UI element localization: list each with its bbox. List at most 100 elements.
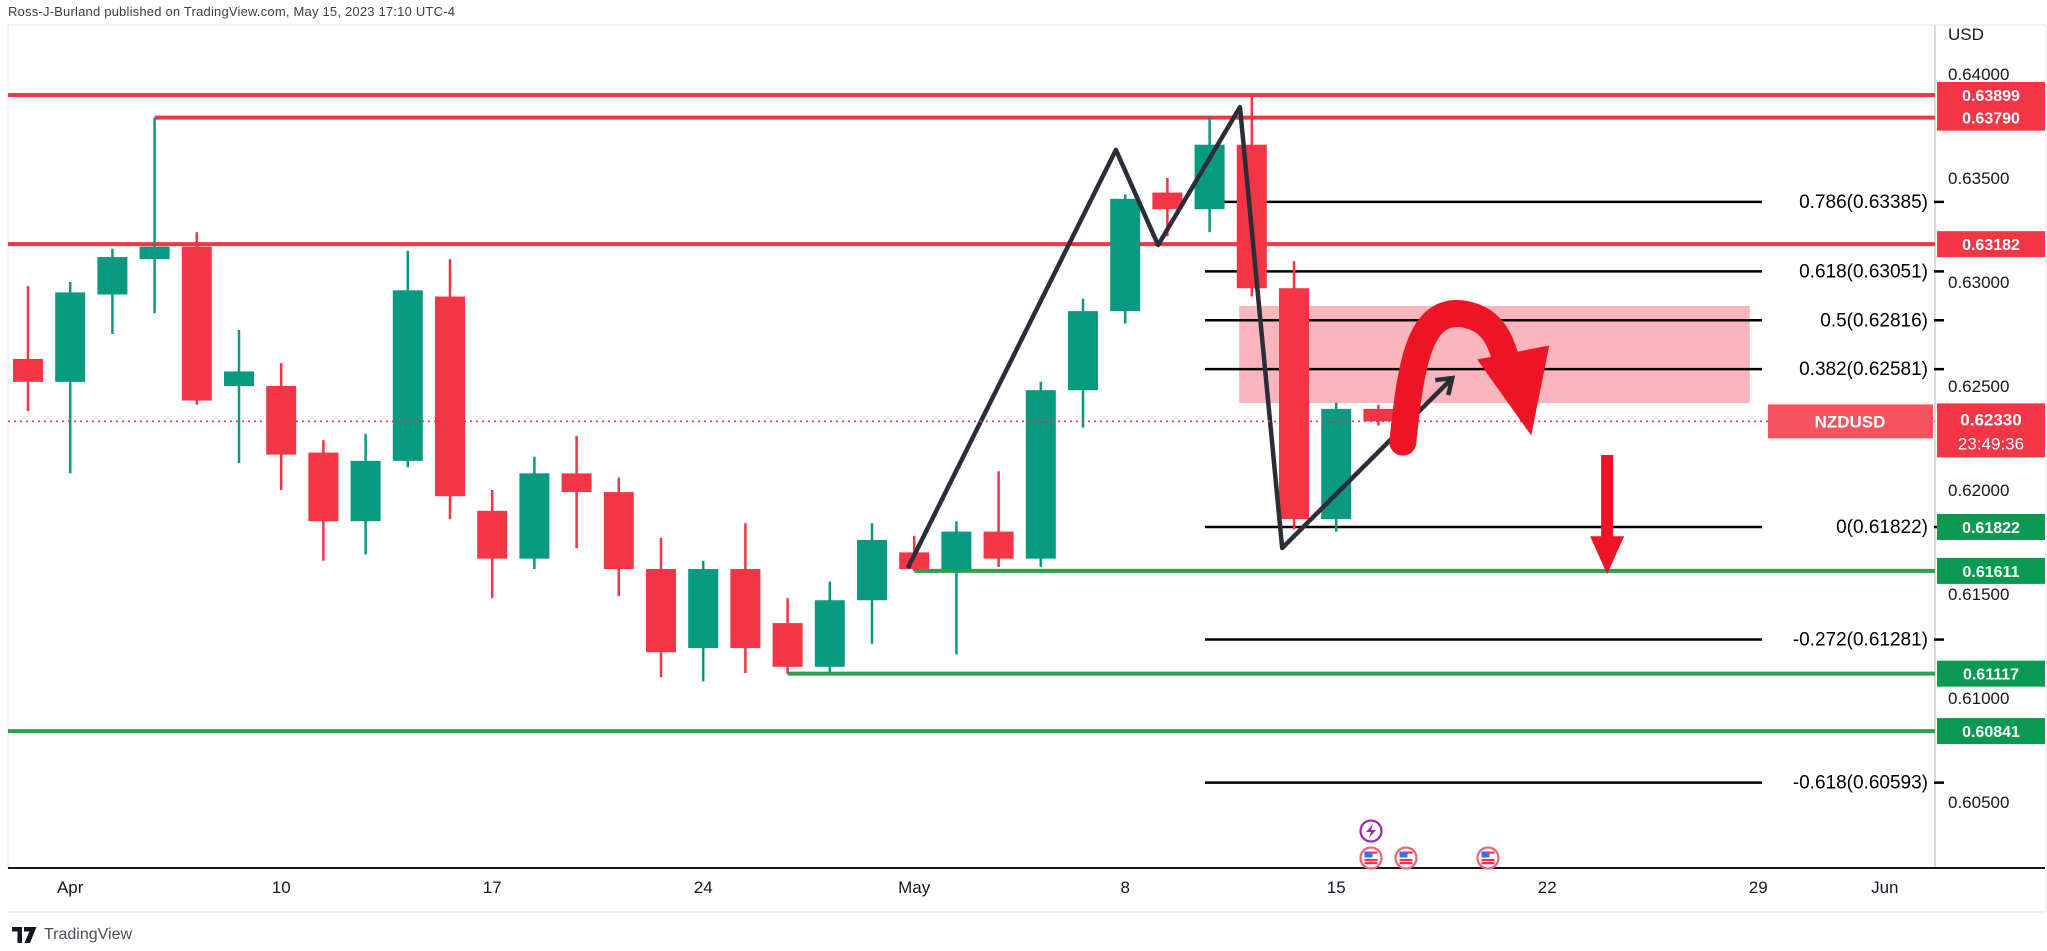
- price-tick-label: 0.60500: [1948, 793, 2009, 812]
- fib-label: 0.786(0.63385): [1799, 192, 1928, 213]
- candle-body: [477, 510, 508, 559]
- candle: [772, 598, 803, 674]
- candle-body: [308, 452, 339, 522]
- time-tick-label: 15: [1327, 878, 1346, 897]
- fib-label: 0.382(0.62581): [1799, 359, 1928, 380]
- resistance-price-tag-text: 0.63182: [1962, 237, 2020, 254]
- tradingview-logo-text: TradingView: [44, 926, 133, 943]
- candle: [983, 471, 1014, 567]
- candle-body: [688, 569, 719, 649]
- price-tick-label: 0.64000: [1948, 65, 2009, 84]
- flag-stripe: [1481, 859, 1495, 862]
- candle-body: [983, 531, 1014, 559]
- flag-stripe: [1364, 859, 1378, 862]
- flag-stripe: [1405, 851, 1413, 854]
- flag-stripe: [1481, 862, 1495, 865]
- candle-body: [181, 246, 212, 401]
- trend-zigzag-line[interactable]: [905, 104, 1454, 570]
- fib-label: -0.272(0.61281): [1793, 630, 1928, 651]
- time-axis[interactable]: Apr 10 17 24 May 8 15 22 29 Jun: [57, 878, 1899, 897]
- lightning-icon[interactable]: [1359, 819, 1383, 843]
- down-arrow[interactable]: [1590, 455, 1625, 575]
- flag-circle: [1394, 846, 1418, 870]
- curved-down-arrow[interactable]: [1389, 300, 1523, 456]
- flag-canton: [1364, 851, 1373, 858]
- candle: [1025, 381, 1056, 567]
- us-flag-icon[interactable]: [1476, 846, 1500, 870]
- time-tick-label: 8: [1120, 878, 1129, 897]
- candle: [55, 282, 86, 474]
- time-tick-label: 29: [1749, 878, 1768, 897]
- support-price-tag-box: [1937, 718, 2045, 745]
- candle: [1279, 261, 1309, 530]
- resistance-price-tag: 0.63899: [1937, 82, 2045, 109]
- price-countdown-box: [1937, 403, 2045, 458]
- candle-body: [857, 539, 887, 601]
- candle-body: [1068, 311, 1098, 391]
- candle-body: [1110, 198, 1141, 312]
- candle: [1363, 404, 1394, 426]
- currency-label: USD: [1948, 25, 1984, 44]
- candle-body: [1321, 408, 1352, 520]
- flag-stripe: [1364, 862, 1378, 865]
- support-price-tag: 0.61117: [1937, 660, 2045, 687]
- price-tick-label: 0.63500: [1948, 169, 2009, 188]
- candle-body: [266, 386, 297, 455]
- candle: [477, 490, 508, 599]
- flag-stripe: [1487, 851, 1495, 854]
- resistance-price-tag-box: [1937, 104, 2045, 131]
- candle-body: [1152, 192, 1183, 210]
- symbol-tag-box: [1768, 404, 1933, 439]
- candle-body: [55, 292, 86, 382]
- price-tick-label: 0.61000: [1948, 689, 2009, 708]
- candle: [13, 286, 43, 411]
- resistance-price-tag-text: 0.63790: [1962, 111, 2020, 128]
- us-flag-icon[interactable]: [1394, 846, 1418, 870]
- support-price-tag-box: [1937, 660, 2045, 687]
- time-tick-label: 24: [694, 878, 713, 897]
- flag-circle: [1476, 846, 1500, 870]
- resistance-price-tag-box: [1937, 82, 2045, 109]
- support-price-tag-box: [1937, 557, 2045, 584]
- candle: [139, 117, 170, 314]
- curved-down-arrowhead: [1477, 345, 1550, 436]
- flag-circle: [1359, 846, 1383, 870]
- candle: [646, 537, 676, 678]
- candle: [519, 456, 550, 570]
- candle-body: [899, 552, 930, 570]
- candle: [1321, 402, 1352, 532]
- candle-body: [646, 569, 676, 653]
- resistance-price-tag-box: [1937, 231, 2045, 258]
- candle-body: [603, 492, 634, 570]
- resistance-price-tag: 0.63182: [1937, 231, 2045, 258]
- support-price-tag: 0.60841: [1937, 718, 2045, 745]
- fib-label: 0.618(0.63051): [1799, 261, 1928, 282]
- price-axis[interactable]: USD 0.64000 0.63500 0.63000 0.62500 0.62000 0.…: [1937, 25, 2045, 812]
- candle-body: [519, 473, 550, 559]
- candle-body: [139, 246, 170, 260]
- us-flag-icon[interactable]: [1359, 846, 1383, 870]
- fib-label: -0.618(0.60593): [1793, 773, 1928, 794]
- tradingview-logo[interactable]: TradingView: [12, 926, 132, 944]
- candle: [1068, 298, 1098, 428]
- time-tick-label: 22: [1538, 878, 1557, 897]
- candle: [181, 232, 212, 405]
- candle: [224, 329, 254, 463]
- candle: [1110, 194, 1141, 324]
- fib-zero-price-tag-text: 0.61822: [1962, 520, 2020, 537]
- price-tick-label: 0.61500: [1948, 585, 2009, 604]
- fib-retracement[interactable]: 0.786(0.63385) 0.618(0.63051) 0.5(0.62816)…: [1205, 192, 1944, 794]
- support-price-tag-text: 0.60841: [1962, 724, 2020, 741]
- candle: [97, 248, 128, 334]
- support-price-tag: 0.61611: [1937, 557, 2045, 584]
- candle: [941, 521, 972, 655]
- candle-body: [730, 569, 761, 649]
- candle: [814, 581, 845, 674]
- fib-label: 0(0.61822): [1836, 517, 1928, 538]
- support-price-tag-text: 0.61117: [1963, 667, 2019, 684]
- candle-body: [1025, 390, 1056, 559]
- lightning-bolt: [1366, 824, 1376, 838]
- candle: [392, 250, 423, 468]
